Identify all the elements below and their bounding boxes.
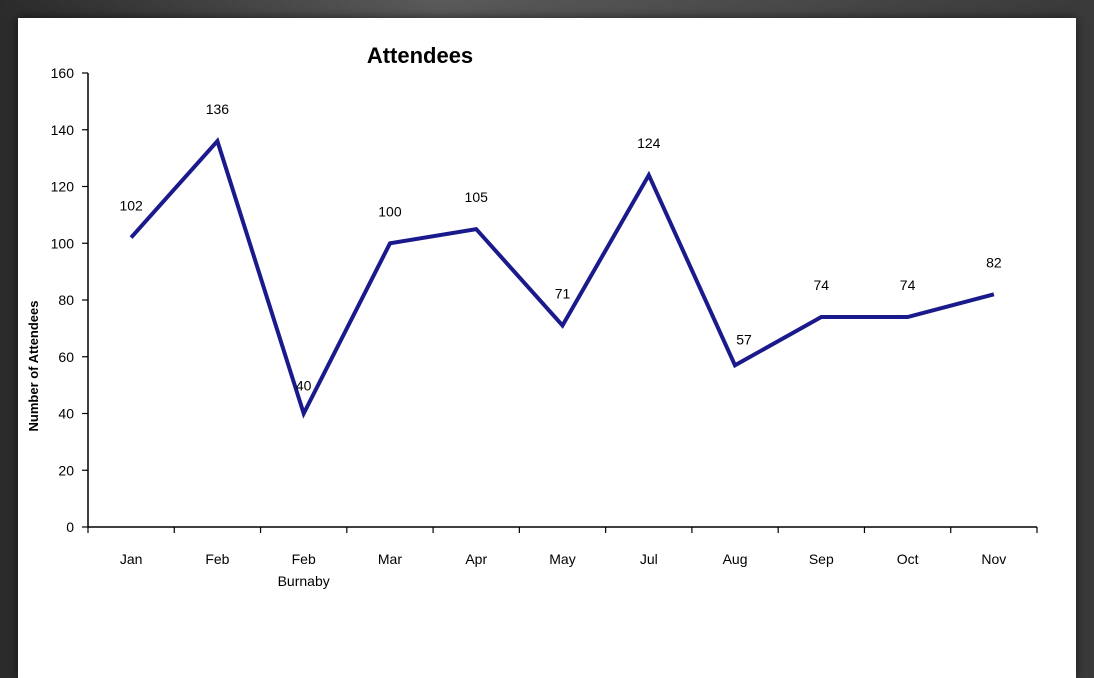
x-tick-label: Oct	[897, 551, 919, 567]
chart-title: Attendees	[367, 43, 473, 68]
y-tick-label: 60	[58, 349, 74, 365]
y-tick-label: 0	[66, 519, 74, 535]
y-tick-label: 120	[51, 179, 75, 195]
x-tick-label: Sep	[809, 551, 834, 567]
x-ticks: Jan Feb Feb Burnaby Mar Apr May Jul Aug Sep Oct Nov	[87, 527, 1038, 589]
data-label: 102	[119, 198, 143, 214]
y-ticks: 0 20 40 60 80 100 120 140 160	[51, 65, 88, 535]
y-tick-label: 40	[58, 406, 74, 422]
x-tick-label: Jul	[640, 551, 658, 567]
x-tick-label: May	[549, 551, 575, 567]
y-tick-label: 160	[51, 65, 75, 81]
data-label: 100	[378, 203, 402, 219]
x-tick-label: Aug	[723, 551, 748, 567]
x-tick-label: Jan	[120, 551, 143, 567]
data-labels: 102 136 40 100 105 71 124 57 74 74 82	[119, 101, 1001, 393]
y-tick-label: 80	[58, 292, 74, 308]
x-tick-label: Burnaby	[278, 573, 330, 589]
series-line	[129, 137, 995, 419]
data-label: 71	[555, 286, 571, 302]
y-tick-label: 140	[51, 122, 75, 138]
data-label: 40	[296, 378, 312, 394]
series-attendees	[129, 137, 995, 419]
data-label: 57	[736, 331, 752, 347]
data-label: 105	[465, 189, 489, 205]
x-tick-label: Mar	[378, 551, 402, 567]
x-tick-label: Nov	[981, 551, 1006, 567]
data-label: 82	[986, 254, 1002, 270]
data-label: 74	[900, 277, 916, 293]
x-tick-label: Feb	[205, 551, 229, 567]
y-tick-label: 100	[51, 235, 75, 251]
x-tick-label: Feb	[292, 551, 316, 567]
data-label: 74	[814, 277, 830, 293]
y-tick-label: 20	[58, 462, 74, 478]
chart-panel	[18, 18, 1076, 678]
y-axis-label: Number of Attendees	[26, 301, 41, 432]
data-label: 124	[637, 135, 661, 151]
data-label: 136	[206, 101, 230, 117]
x-tick-label: Apr	[465, 551, 487, 567]
